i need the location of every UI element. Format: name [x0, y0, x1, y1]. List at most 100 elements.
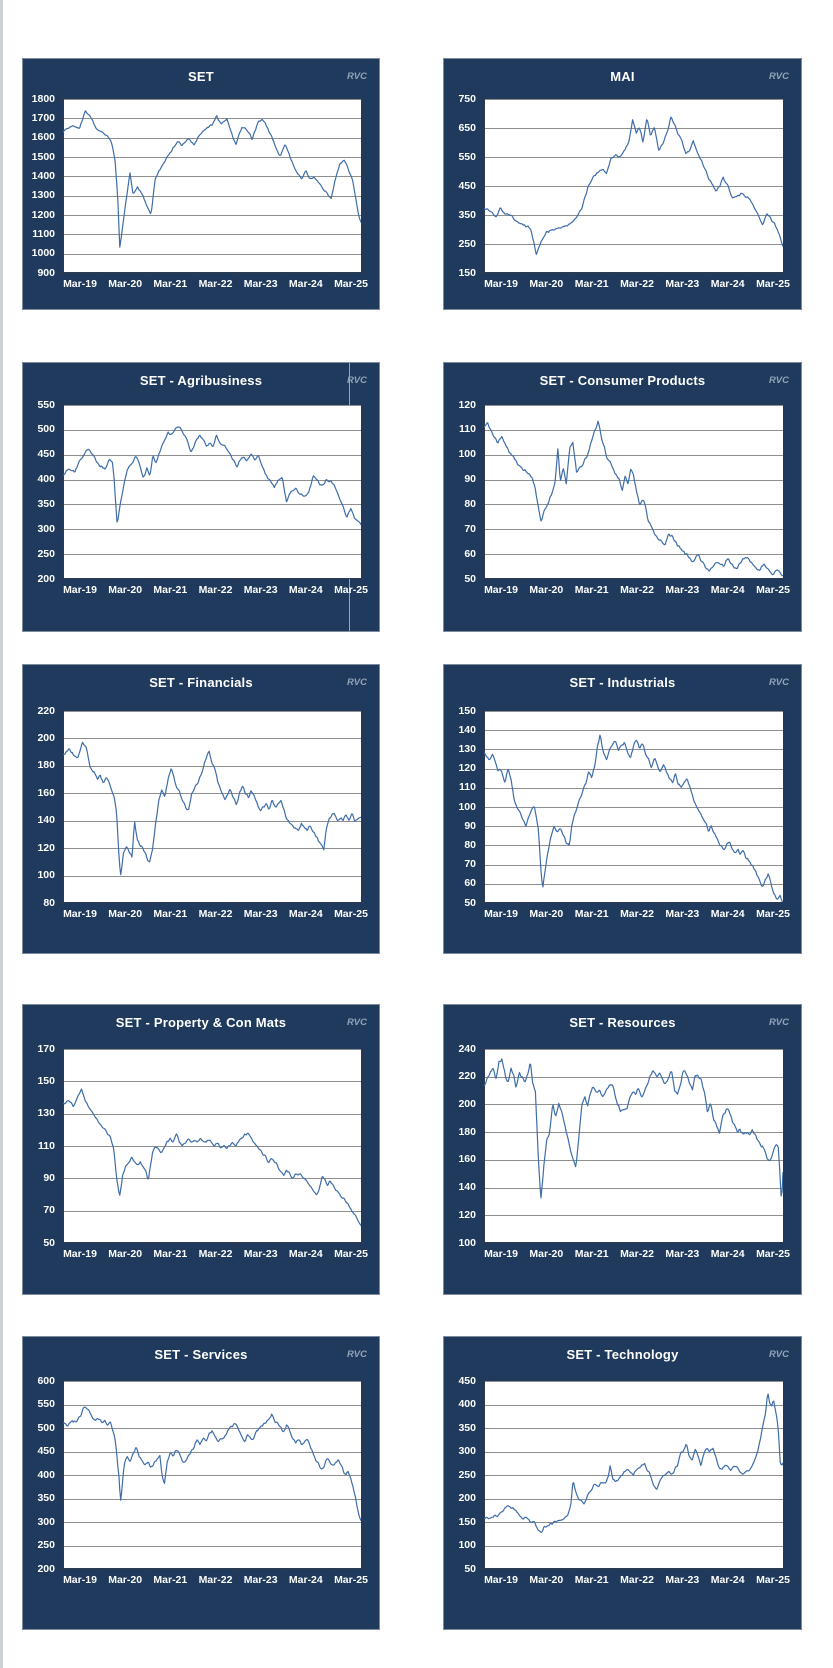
y-axis-tick-label: 400: [37, 1468, 55, 1481]
chart-svg: [58, 99, 361, 277]
y-axis-tick-label: 450: [37, 448, 55, 461]
y-axis-tick-label: 70: [43, 1204, 55, 1217]
y-axis-tick-label: 150: [458, 1515, 476, 1528]
y-axis-tick-label: 220: [37, 704, 55, 717]
y-axis-tick-label: 100: [458, 1236, 476, 1249]
x-axis-tick-label: Mar-19: [484, 1574, 518, 1586]
chart-panel-set[interactable]: SET RVC 1800 1700 1600 1500 1400 1300 1200 1100…: [22, 58, 380, 310]
x-axis-tick-label: Mar-19: [63, 584, 97, 596]
chart-svg: [479, 1381, 783, 1573]
x-axis-tick-label: Mar-22: [198, 1574, 233, 1586]
chart-panel-technology[interactable]: SET - Technology RVC 450 400 350 300 250 200 1…: [443, 1336, 802, 1630]
y-axis-tick-label: 1000: [31, 247, 55, 260]
x-axis-tick-label: Mar-24: [288, 1574, 323, 1586]
x-axis-tick-label: Mar-23: [243, 908, 278, 920]
y-axis-tick-label: 240: [458, 1042, 476, 1055]
x-axis-tick-label: Mar-19: [63, 908, 97, 920]
rvc-watermark: RVC: [346, 1017, 367, 1028]
y-axis-tick-label: 200: [37, 1562, 55, 1575]
chart-title: SET: [188, 69, 214, 84]
y-axis-tick-label: 450: [37, 1445, 55, 1457]
y-axis-tick-label: 900: [37, 266, 55, 279]
chart-svg: [479, 99, 783, 277]
x-axis-tick-label: Mar-25: [756, 584, 790, 596]
chart-title: SET - Resources: [569, 1015, 676, 1030]
x-axis-tick-label: Mar-25: [334, 1248, 368, 1260]
x-axis-tick-label: Mar-22: [198, 584, 233, 596]
chart-panel-property-con-mats[interactable]: SET - Property & Con Mats RVC 170 150 130 1…: [22, 1004, 380, 1295]
window-edge: [0, 0, 3, 1668]
chart-title: SET - Services: [154, 1347, 248, 1362]
x-axis-tick-label: Mar-21: [574, 1574, 609, 1586]
rvc-watermark: RVC: [346, 1349, 367, 1360]
x-axis-tick-label: Mar-19: [484, 908, 518, 920]
y-axis-tick-label: 300: [458, 1445, 476, 1457]
y-axis-tick-label: 400: [37, 473, 55, 486]
x-axis-tick-label: Mar-23: [243, 278, 278, 290]
chart-panel-resources[interactable]: SET - Resources RVC 240 220 200 180 160 140 12…: [443, 1004, 802, 1295]
x-axis-tick-label: Mar-20: [108, 584, 143, 596]
x-axis-tick-label: Mar-25: [756, 1574, 790, 1586]
y-axis-tick-label: 160: [37, 786, 55, 799]
x-axis-tick-label: Mar-24: [288, 278, 323, 290]
y-axis-tick-label: 160: [458, 1153, 476, 1166]
chart-panel-consumer-products[interactable]: SET - Consumer Products RVC 120 110 100 90 8…: [443, 362, 802, 632]
series-line: [484, 734, 783, 903]
series-line: [63, 1406, 361, 1522]
y-axis-tick-label: 60: [464, 547, 476, 560]
x-axis-tick-label: Mar-24: [710, 278, 745, 290]
x-axis-tick-label: Mar-22: [620, 278, 654, 290]
y-axis-tick-label: 1300: [31, 189, 55, 202]
chart-title: MAI: [610, 69, 635, 84]
x-axis-tick-label: Mar-19: [63, 278, 97, 290]
chart-panel-financials[interactable]: SET - Financials RVC 220 200 180 160 140 120 1…: [22, 664, 380, 954]
y-axis-tick-label: 1600: [31, 131, 55, 144]
rvc-watermark: RVC: [768, 677, 789, 688]
x-axis-tick-label: Mar-22: [620, 584, 654, 596]
x-axis-tick-label: Mar-21: [574, 1248, 609, 1260]
x-axis-tick-label: Mar-24: [710, 1574, 745, 1586]
y-axis-tick-label: 80: [464, 497, 476, 510]
x-axis-tick-label: Mar-24: [288, 584, 323, 596]
chart-title: SET - Consumer Products: [539, 373, 706, 388]
y-axis-tick-label: 350: [37, 497, 55, 510]
chart-title: SET - Financials: [149, 675, 253, 690]
x-axis-tick-label: Mar-19: [63, 1574, 97, 1586]
series-line: [63, 426, 361, 525]
chart-panel-mai[interactable]: MAI RVC 750 650 550 450 350 250 150 Mar-19 Mar-2…: [443, 58, 802, 310]
y-axis-tick-label: 1200: [31, 208, 55, 221]
plot-area: [58, 1381, 361, 1573]
y-axis-tick-label: 600: [37, 1374, 55, 1387]
y-axis-tick-label: 100: [37, 869, 55, 882]
y-axis-tick-label: 50: [464, 572, 476, 585]
series-line: [63, 110, 361, 248]
x-axis-tick-label: Mar-22: [198, 1248, 233, 1260]
chart-panel-services[interactable]: SET - Services RVC 600 550 500 450 400 350 300…: [22, 1336, 380, 1630]
y-axis-tick-label: 120: [37, 841, 55, 854]
x-axis-tick-label: Mar-19: [63, 1248, 97, 1260]
x-axis-tick-label: Mar-20: [529, 584, 564, 596]
x-axis-tick-label: Mar-21: [574, 278, 609, 290]
y-axis-tick-label: 90: [43, 1171, 55, 1184]
chart-panel-industrials[interactable]: SET - Industrials RVC 150 140 130 120 110 100…: [443, 664, 802, 954]
y-axis-tick-label: 500: [37, 423, 55, 436]
y-axis-tick-label: 400: [458, 1398, 476, 1410]
plot-area: [479, 405, 783, 583]
y-axis-tick-label: 1500: [31, 150, 55, 163]
x-axis-tick-label: Mar-20: [108, 1248, 143, 1260]
x-axis-tick-label: Mar-25: [334, 584, 368, 596]
y-axis-tick-label: 150: [458, 266, 476, 279]
x-axis-tick-label: Mar-20: [108, 908, 143, 920]
x-axis-tick-label: Mar-23: [665, 584, 700, 596]
series-line: [484, 116, 783, 255]
y-axis-tick-label: 250: [458, 237, 476, 250]
y-axis-tick-label: 80: [464, 838, 476, 851]
y-axis-tick-label: 180: [458, 1125, 476, 1138]
rvc-watermark: RVC: [346, 677, 367, 688]
chart-panel-agribusiness[interactable]: SET - Agribusiness RVC 550 500 450 400 350 30…: [22, 362, 380, 632]
x-axis-tick-label: Mar-21: [153, 584, 188, 596]
x-axis-tick-label: Mar-22: [198, 908, 233, 920]
x-axis-tick-label: Mar-25: [756, 908, 790, 920]
x-axis-tick-label: Mar-20: [529, 278, 564, 290]
